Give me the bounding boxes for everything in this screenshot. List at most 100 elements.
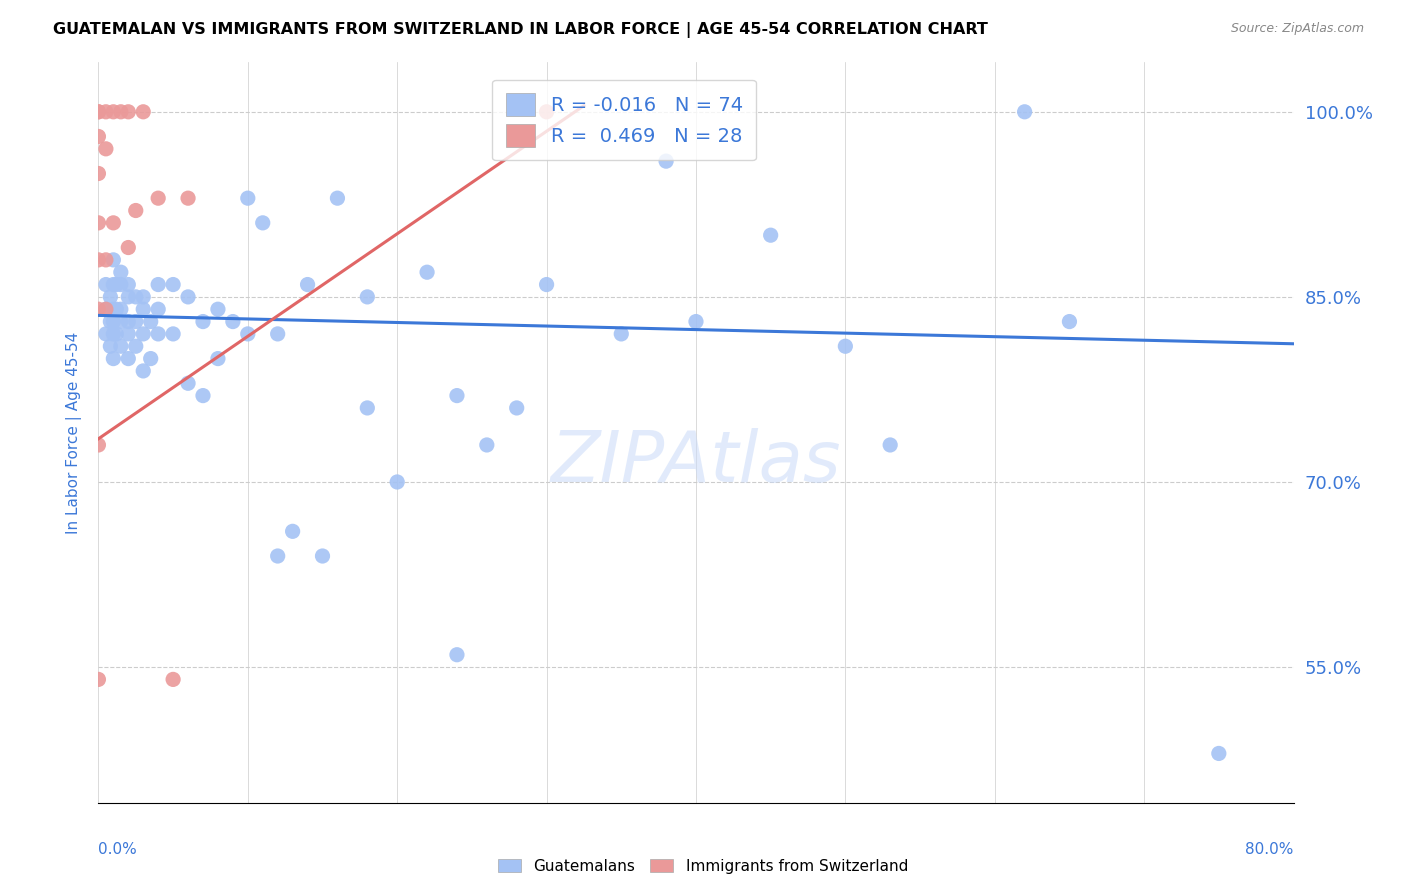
- Point: [236, 326, 259, 341]
- Text: 80.0%: 80.0%: [1246, 842, 1294, 856]
- Point: [87, 129, 110, 144]
- Point: [103, 216, 125, 230]
- Point: [132, 290, 155, 304]
- Point: [536, 277, 558, 292]
- Point: [87, 302, 110, 317]
- Point: [87, 167, 110, 181]
- Point: [103, 351, 125, 366]
- Point: [98, 315, 122, 329]
- Point: [162, 326, 184, 341]
- Point: [685, 315, 707, 329]
- Point: [177, 290, 200, 304]
- Point: [87, 438, 110, 452]
- Point: [207, 351, 229, 366]
- Point: [94, 302, 117, 317]
- Point: [117, 326, 139, 341]
- Legend: R = -0.016   N = 74, R =  0.469   N = 28: R = -0.016 N = 74, R = 0.469 N = 28: [492, 79, 756, 161]
- Point: [117, 315, 139, 329]
- Point: [267, 326, 290, 341]
- Point: [759, 228, 782, 243]
- Point: [117, 104, 139, 119]
- Text: GUATEMALAN VS IMMIGRANTS FROM SWITZERLAND IN LABOR FORCE | AGE 45-54 CORRELATION: GUATEMALAN VS IMMIGRANTS FROM SWITZERLAN…: [53, 22, 988, 38]
- Point: [94, 326, 117, 341]
- Text: ZIPAtlas: ZIPAtlas: [551, 428, 841, 497]
- Point: [236, 191, 259, 205]
- Point: [105, 277, 128, 292]
- Point: [132, 302, 155, 317]
- Point: [117, 351, 139, 366]
- Point: [326, 191, 349, 205]
- Point: [207, 302, 229, 317]
- Point: [110, 104, 132, 119]
- Point: [191, 315, 214, 329]
- Point: [162, 673, 184, 687]
- Point: [87, 104, 110, 119]
- Point: [117, 240, 139, 255]
- Point: [267, 549, 290, 563]
- Point: [105, 326, 128, 341]
- Point: [110, 277, 132, 292]
- Point: [87, 252, 110, 267]
- Point: [125, 315, 148, 329]
- Point: [148, 191, 170, 205]
- Point: [506, 401, 529, 415]
- Point: [356, 401, 378, 415]
- Point: [94, 104, 117, 119]
- Point: [132, 364, 155, 378]
- Point: [103, 302, 125, 317]
- Point: [385, 475, 409, 489]
- Point: [94, 252, 117, 267]
- Point: [297, 277, 319, 292]
- Point: [87, 216, 110, 230]
- Point: [132, 104, 155, 119]
- Point: [117, 277, 139, 292]
- Point: [356, 290, 378, 304]
- Point: [475, 438, 498, 452]
- Point: [87, 673, 110, 687]
- Point: [177, 191, 200, 205]
- Point: [416, 265, 439, 279]
- Point: [191, 389, 214, 403]
- Point: [110, 339, 132, 353]
- Text: Source: ZipAtlas.com: Source: ZipAtlas.com: [1230, 22, 1364, 36]
- Point: [103, 277, 125, 292]
- Point: [110, 265, 132, 279]
- Point: [105, 302, 128, 317]
- Point: [446, 648, 468, 662]
- Point: [98, 339, 122, 353]
- Point: [446, 389, 468, 403]
- Point: [148, 302, 170, 317]
- Point: [125, 203, 148, 218]
- Point: [177, 376, 200, 391]
- Legend: Guatemalans, Immigrants from Switzerland: Guatemalans, Immigrants from Switzerland: [492, 853, 914, 880]
- Point: [1208, 747, 1230, 761]
- Point: [252, 216, 274, 230]
- Point: [94, 277, 117, 292]
- Point: [94, 302, 117, 317]
- Point: [139, 351, 162, 366]
- Point: [117, 290, 139, 304]
- Point: [536, 104, 558, 119]
- Point: [834, 339, 856, 353]
- Point: [98, 290, 122, 304]
- Point: [222, 315, 245, 329]
- Point: [655, 154, 678, 169]
- Point: [87, 104, 110, 119]
- Point: [125, 290, 148, 304]
- Point: [1014, 104, 1036, 119]
- Point: [132, 326, 155, 341]
- Point: [879, 438, 901, 452]
- Point: [610, 326, 633, 341]
- Point: [103, 315, 125, 329]
- Point: [125, 339, 148, 353]
- Point: [103, 252, 125, 267]
- Point: [162, 277, 184, 292]
- Text: 0.0%: 0.0%: [98, 842, 138, 856]
- Point: [103, 326, 125, 341]
- Point: [110, 302, 132, 317]
- Point: [1059, 315, 1081, 329]
- Point: [281, 524, 304, 539]
- Y-axis label: In Labor Force | Age 45-54: In Labor Force | Age 45-54: [66, 332, 83, 533]
- Point: [94, 142, 117, 156]
- Point: [311, 549, 333, 563]
